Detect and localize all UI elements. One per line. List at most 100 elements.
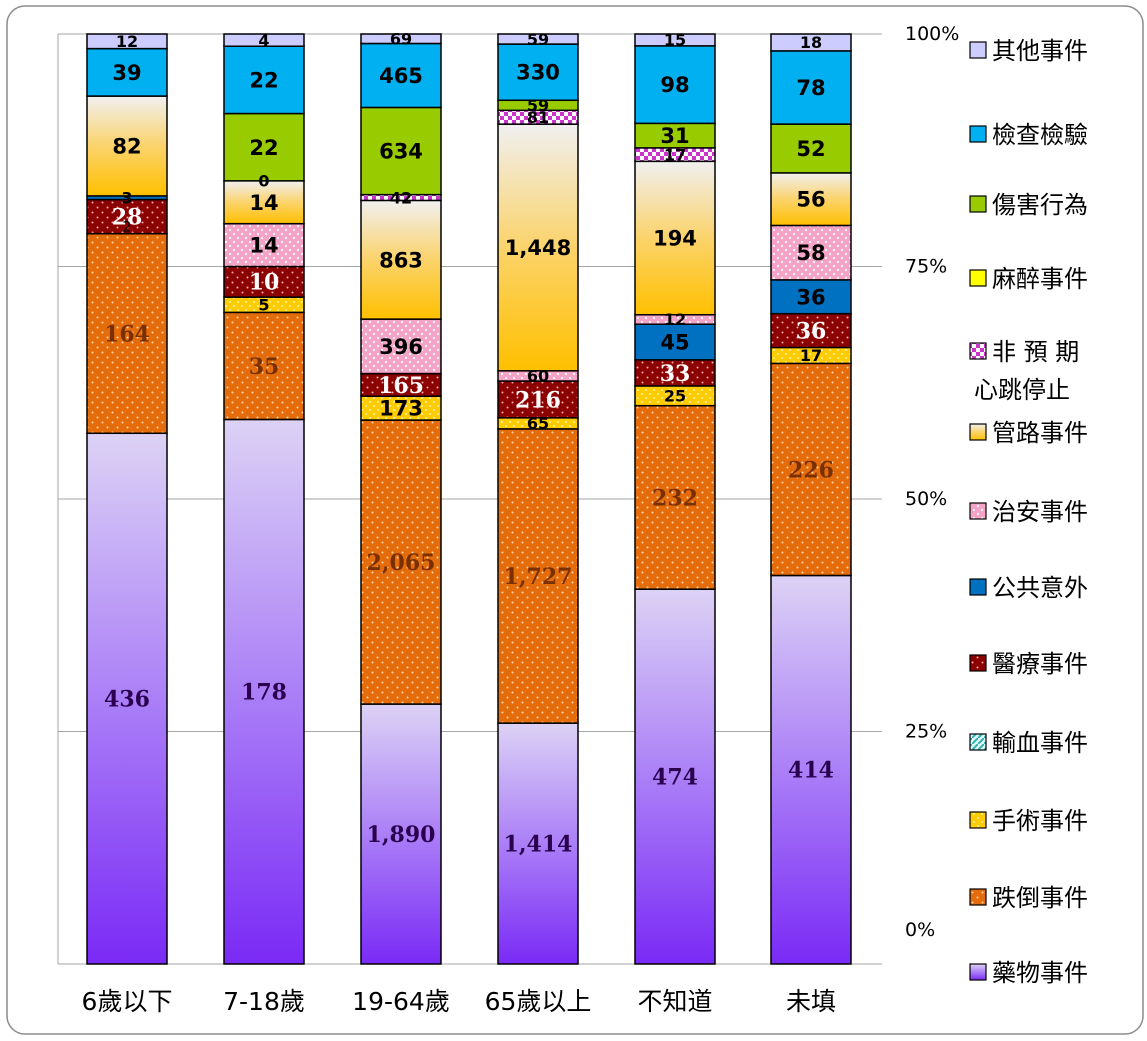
data-label-1-2: 5 xyxy=(258,296,269,315)
legend-swatch-4 xyxy=(969,342,987,360)
data-label-4-4: 33 xyxy=(660,361,691,387)
data-label-1-11: 22 xyxy=(249,68,278,92)
data-label-4-2: 25 xyxy=(664,387,686,406)
data-label-2-11: 465 xyxy=(379,64,423,88)
data-label-4-12: 15 xyxy=(664,31,686,50)
legend-swatch-1 xyxy=(969,125,987,143)
data-label-2-7: 863 xyxy=(379,248,423,272)
data-label-3-7: 1,448 xyxy=(505,236,571,260)
data-label-0-5: 3 xyxy=(121,188,132,207)
bar-segment-0-1 xyxy=(86,232,168,435)
bar-segment-5-5 xyxy=(770,279,852,315)
legend-swatch-12 xyxy=(969,963,987,981)
bar-segment-5-11 xyxy=(770,50,852,125)
data-label-0-7: 82 xyxy=(112,135,141,159)
y-tick-label-0: 0% xyxy=(905,919,935,941)
legend-label-11: 跌倒事件 xyxy=(992,884,1088,912)
bar-segment-1-7 xyxy=(223,180,305,225)
data-label-1-12: 4 xyxy=(258,31,269,50)
data-label-3-0: 1,414 xyxy=(504,831,573,857)
legend-label-2: 傷害行為 xyxy=(992,191,1088,219)
data-label-3-12: 59 xyxy=(527,30,549,49)
legend-label-3: 麻醉事件 xyxy=(992,265,1088,293)
bar-segment-1-12 xyxy=(223,33,305,47)
x-tick-label-5: 未填 xyxy=(786,987,836,1016)
data-label-1-10: 22 xyxy=(249,136,278,160)
data-label-2-12: 69 xyxy=(390,30,412,49)
data-label-0-0: 436 xyxy=(104,687,150,713)
legend-label-12: 藥物事件 xyxy=(992,959,1088,987)
bar-segment-5-0 xyxy=(770,574,852,965)
bar-segment-4-7 xyxy=(634,160,716,316)
data-label-2-2: 173 xyxy=(379,397,423,421)
bar-segment-4-1 xyxy=(634,404,716,590)
legend-swatch-10 xyxy=(969,811,987,829)
bar-segment-2-1 xyxy=(360,419,442,705)
bar-segment-5-1 xyxy=(770,362,852,577)
legend-label-9: 輸血事件 xyxy=(992,729,1088,757)
legend-swatch-3 xyxy=(969,269,987,287)
legend-swatch-6 xyxy=(969,502,987,520)
bar-segment-4-12 xyxy=(634,33,716,47)
bar-segment-1-4 xyxy=(223,265,305,298)
y-tick-label-1: 25% xyxy=(905,721,947,743)
data-label-3-6: 60 xyxy=(527,367,549,386)
data-label-3-1: 1,727 xyxy=(504,564,573,590)
legend-swatch-8 xyxy=(969,654,987,672)
data-label-3-11: 330 xyxy=(516,61,560,85)
legend-swatch-11 xyxy=(969,888,987,906)
data-label-5-12: 18 xyxy=(800,33,822,52)
data-label-2-8: 42 xyxy=(390,188,412,207)
bar-segment-4-11 xyxy=(634,45,716,125)
bar-segment-2-0 xyxy=(360,703,442,965)
bar-segment-0-0 xyxy=(86,432,168,965)
data-label-0-1: 164 xyxy=(104,321,150,347)
bar-segment-5-6 xyxy=(770,224,852,281)
y-axis: 0% 25% 50% 75% 100% xyxy=(905,23,959,941)
bar-segment-3-0 xyxy=(497,722,579,965)
legend-swatch-7 xyxy=(969,578,987,596)
data-label-3-10: 59 xyxy=(527,96,549,115)
data-label-5-6: 58 xyxy=(796,241,825,265)
data-label-3-2: 65 xyxy=(527,414,549,433)
data-label-5-11: 78 xyxy=(796,76,825,100)
legend-swatch-9 xyxy=(969,733,987,751)
data-label-4-8: 17 xyxy=(664,145,686,164)
data-label-0-11: 39 xyxy=(112,61,141,85)
x-tick-label-4: 不知道 xyxy=(637,987,712,1016)
bar-segment-5-10 xyxy=(770,123,852,174)
bar-segment-4-10 xyxy=(634,122,716,149)
legend-swatch-5 xyxy=(969,423,987,441)
bar-segment-1-6 xyxy=(223,222,305,268)
data-label-5-7: 56 xyxy=(796,188,825,212)
x-tick-label-1: 7-18歲 xyxy=(223,987,305,1016)
x-axis: 6歲以下 7-18歲 19-64歲 65歲以上 不知道 未填 xyxy=(82,987,836,1016)
y-tick-label-3: 75% xyxy=(905,256,947,278)
legend-label-10: 手術事件 xyxy=(992,807,1088,835)
data-label-3-4: 216 xyxy=(515,387,561,413)
x-tick-label-2: 19-64歲 xyxy=(352,987,450,1016)
x-tick-label-3: 65歲以上 xyxy=(485,987,592,1016)
data-label-4-7: 194 xyxy=(653,227,697,251)
bar-segment-3-12 xyxy=(497,33,579,45)
data-label-1-4: 10 xyxy=(249,270,280,296)
legend-swatch-2 xyxy=(969,195,987,213)
data-label-5-2: 17 xyxy=(800,346,822,365)
bar-segment-2-11 xyxy=(360,42,442,109)
legend-label-1: 檢查檢驗 xyxy=(992,121,1088,149)
data-label-2-0: 1,890 xyxy=(367,822,436,848)
data-label-1-6: 14 xyxy=(249,234,278,258)
data-label-2-4: 165 xyxy=(378,373,424,399)
data-label-5-10: 52 xyxy=(796,137,825,161)
data-label-4-5: 45 xyxy=(660,331,689,355)
bar-segment-0-12 xyxy=(86,33,168,50)
y-tick-label-4: 100% xyxy=(905,23,959,45)
bar-segment-0-7 xyxy=(86,95,168,197)
bar-segment-3-7 xyxy=(497,123,579,372)
data-label-2-6: 396 xyxy=(379,335,423,359)
data-label-1-1: 35 xyxy=(249,354,280,380)
data-label-5-0: 414 xyxy=(788,758,834,784)
data-label-5-4: 36 xyxy=(796,318,827,344)
